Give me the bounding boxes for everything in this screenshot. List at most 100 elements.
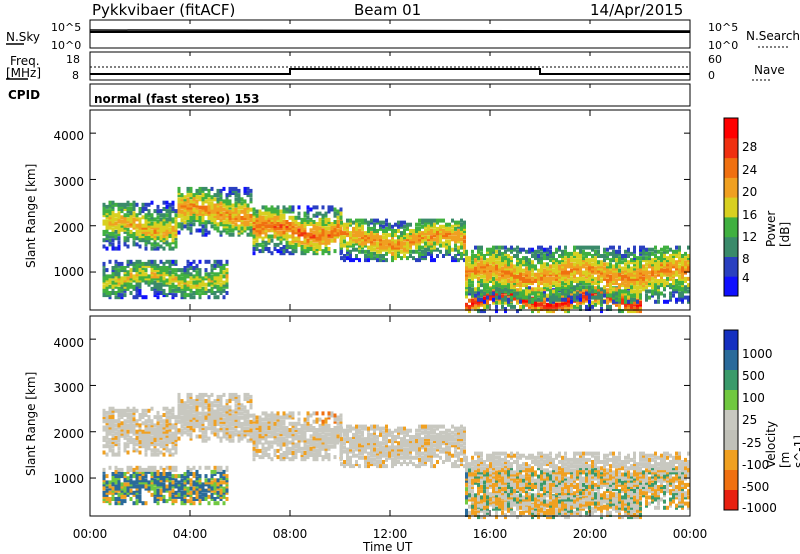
- power-cell: [654, 299, 657, 304]
- power-cell: [409, 243, 412, 248]
- power-cell: [108, 204, 112, 209]
- velocity-cell: [150, 419, 154, 424]
- power-cell: [424, 229, 427, 233]
- power-cell: [594, 298, 597, 303]
- power-cell: [186, 207, 190, 212]
- velocity-cell: [273, 440, 277, 445]
- power-cell: [388, 241, 391, 246]
- power-cell: [391, 256, 394, 261]
- power-cell: [543, 276, 546, 281]
- velocity-cell: [213, 424, 217, 429]
- power-cell: [138, 284, 142, 289]
- power-cell: [201, 282, 205, 287]
- power-cell: [540, 264, 543, 269]
- power-cell: [397, 235, 400, 240]
- power-cell: [385, 251, 388, 256]
- power-cell: [498, 291, 501, 296]
- power-cell: [675, 285, 678, 290]
- power-cell: [445, 241, 448, 246]
- power-cell: [352, 237, 355, 242]
- power-cell: [237, 197, 241, 202]
- power-cell: [549, 295, 552, 300]
- power-cell: [433, 218, 436, 223]
- power-cell: [117, 236, 121, 241]
- power-cell: [600, 290, 603, 295]
- velocity-cell: [147, 433, 151, 438]
- power-cell: [588, 264, 591, 269]
- power-cell: [678, 249, 681, 254]
- power-cell: [415, 249, 418, 254]
- velocity-cell: [225, 428, 229, 433]
- velocity-cell: [195, 434, 199, 439]
- power-cell: [249, 228, 253, 233]
- power-cell: [498, 279, 501, 283]
- power-cell: [120, 202, 124, 207]
- power-cell: [483, 254, 486, 258]
- velocity-cell: [255, 423, 259, 428]
- power-cell: [111, 211, 115, 216]
- power-ytick-2000: 2000: [53, 221, 84, 235]
- freq-left-tick-top: 18: [66, 53, 80, 66]
- power-cell: [463, 229, 466, 233]
- power-cell: [576, 283, 579, 288]
- power-cell: [315, 213, 319, 218]
- power-cell: [552, 276, 555, 281]
- power-cb-tick-1: 24: [742, 163, 758, 177]
- velocity-cell: [273, 436, 277, 441]
- power-cell: [675, 249, 678, 254]
- power-cell: [153, 223, 157, 228]
- power-cell: [543, 272, 546, 277]
- power-cell: [126, 236, 130, 241]
- velocity-cell: [174, 435, 178, 440]
- power-cell: [633, 309, 636, 314]
- power-cell: [180, 205, 184, 210]
- power-cell: [129, 202, 133, 207]
- power-cell: [573, 272, 576, 277]
- power-cell: [189, 272, 193, 277]
- power-cell: [468, 262, 471, 267]
- velocity-cell: [282, 451, 286, 455]
- velocity-cell: [243, 422, 247, 426]
- velocity-cell: [144, 433, 148, 438]
- power-cell: [291, 215, 295, 220]
- power-cell: [207, 220, 211, 225]
- power-cell: [576, 262, 579, 267]
- velocity-cell: [237, 430, 241, 435]
- power-cell: [591, 274, 594, 279]
- power-cell: [549, 285, 552, 290]
- power-cell: [294, 230, 298, 235]
- power-cell: [660, 247, 663, 252]
- power-cell: [397, 222, 400, 227]
- power-cell: [564, 272, 567, 277]
- power-cell: [448, 241, 451, 246]
- power-cell: [333, 224, 337, 229]
- velocity-cell: [306, 421, 310, 426]
- power-cell: [288, 242, 292, 247]
- power-cell: [561, 264, 564, 269]
- power-cell: [537, 272, 540, 277]
- velocity-cell: [129, 421, 133, 426]
- velocity-cell: [144, 446, 148, 451]
- power-cell: [498, 245, 501, 250]
- power-cell: [189, 216, 193, 220]
- power-cell: [370, 256, 373, 261]
- velocity-cell: [297, 436, 301, 441]
- power-cell: [159, 270, 163, 275]
- power-cell: [433, 247, 436, 252]
- power-cell: [267, 247, 271, 251]
- velocity-cell: [306, 415, 310, 420]
- power-cell: [264, 240, 268, 245]
- power-cell: [489, 279, 492, 283]
- power-cell: [340, 222, 343, 227]
- velocity-cell: [114, 419, 118, 424]
- velocity-cell: [291, 451, 295, 455]
- velocity-cell: [108, 408, 112, 413]
- power-cell: [300, 230, 304, 235]
- power-cell: [186, 193, 190, 198]
- power-cell: [228, 220, 232, 225]
- power-cell: [549, 307, 552, 311]
- power-cell: [237, 195, 241, 200]
- power-cell: [346, 222, 349, 227]
- power-cell: [543, 285, 546, 290]
- power-cell: [150, 261, 154, 266]
